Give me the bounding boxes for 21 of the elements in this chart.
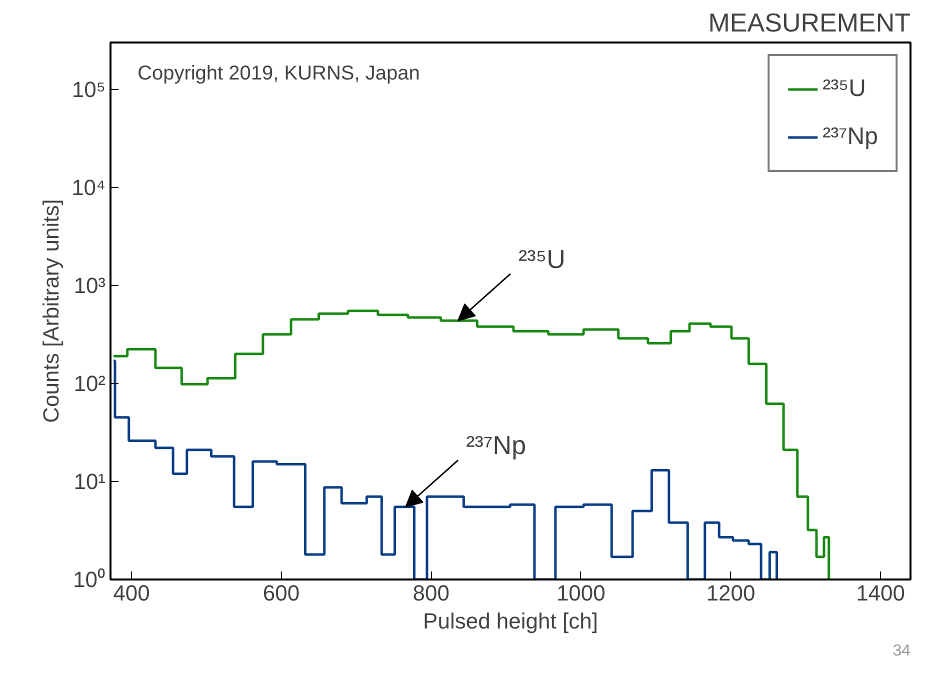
y-tick-label: 10⁴ [72,174,106,200]
x-tick-label: 600 [262,580,300,606]
x-tick-label: 1200 [706,580,756,606]
legend-label: ²³⁵U [822,75,866,103]
text: 34 [892,642,911,660]
x-tick-label: 1400 [856,580,906,606]
y-tick-label: 10¹ [74,468,106,494]
y-tick-label: 10² [74,370,106,396]
legend-label: ²³⁷Np [822,123,878,151]
annotation: Copyright 2019, KURNS, Japan [138,62,420,84]
x-axis-title: Pulsed height [ch] [423,608,598,634]
chart-title: MEASUREMENT [708,8,911,38]
y-tick-label: 10⁰ [73,567,106,592]
annotation: ²³⁷Np [466,430,526,460]
y-tick-label: 10³ [74,272,106,298]
annotation: ²³⁵U [518,244,566,274]
y-tick-label: 10⁵ [72,76,106,102]
x-tick-label: 1000 [556,580,606,606]
y-axis-title: Counts [Arbitrary units] [38,199,64,423]
x-tick-label: 400 [113,580,150,606]
x-tick-label: 800 [412,580,450,606]
